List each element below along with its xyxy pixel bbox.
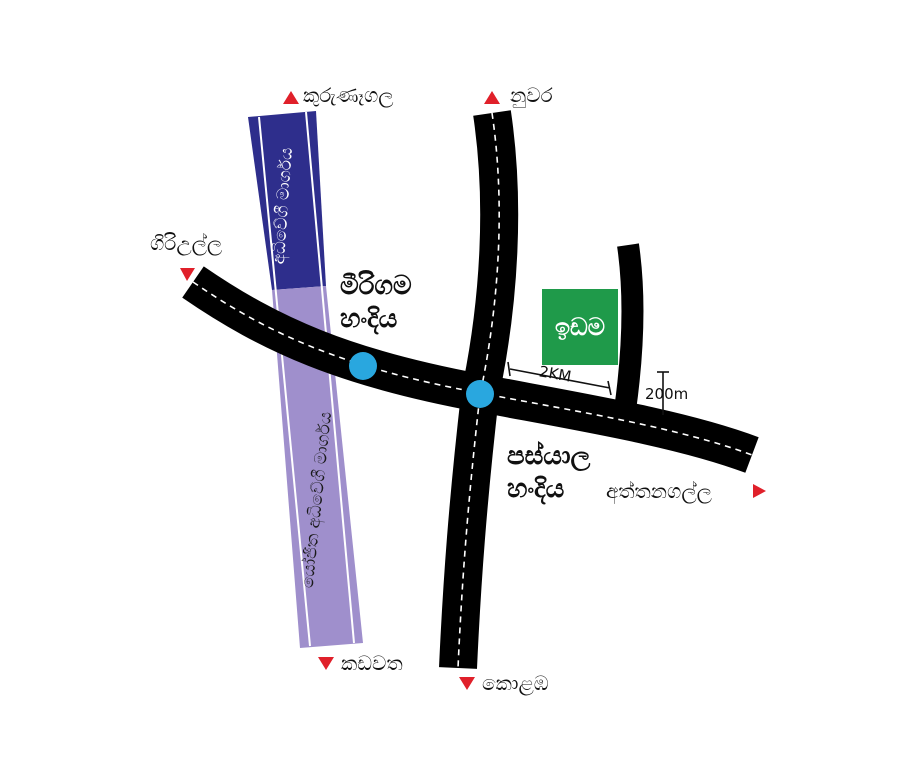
place-nuwara: නුවර: [510, 83, 553, 107]
pasyala-junction-line1: පස්යාල: [507, 441, 591, 471]
land-label: ඉඩම: [554, 313, 606, 341]
expressway-edge-line: [258, 116, 311, 647]
mirigama-junction-line2: හංදිය: [340, 303, 398, 334]
expressway-edge-line: [305, 111, 355, 644]
place-aththanagalla: අත්තනගල්ල: [606, 479, 712, 503]
distance-bracket-tick: [507, 361, 511, 377]
expressway-road: [248, 111, 326, 290]
arrow-down-icon: [459, 677, 475, 690]
mirigama-junction-line1: මීරිගම: [340, 271, 412, 301]
arrow-right-icon: [753, 484, 766, 498]
arrow-down-icon: [318, 657, 334, 670]
pasyala-junction-marker: [466, 380, 494, 408]
pasyala-junction-line2: හංදිය: [507, 473, 565, 504]
side-road-distance-label: 200m: [645, 385, 689, 403]
mirigama-junction-marker: [349, 352, 377, 380]
place-giriulla: ගිරිඋල්ල: [150, 231, 223, 255]
place-kurunegala: කුරුණෑගල: [303, 83, 394, 107]
pasyala-junction-label: පස්යාල හංදිය: [507, 440, 590, 505]
arrow-up-icon: [484, 91, 500, 104]
arrow-down-icon: [180, 268, 195, 281]
arrow-up-icon: [283, 91, 299, 104]
road-centre-line: [457, 112, 500, 669]
side-road: [614, 243, 644, 412]
place-kadawatha: කඩවත: [341, 651, 403, 675]
mirigama-junction-label: මීරිගම හංදිය: [340, 270, 412, 335]
distance-bracket-tick: [607, 380, 612, 396]
place-colombo: කොළඹ: [482, 671, 549, 695]
proposed-expressway-road: [272, 286, 363, 648]
distance-bracket-line: [509, 368, 611, 389]
land-block: ඉඩම: [542, 289, 618, 365]
